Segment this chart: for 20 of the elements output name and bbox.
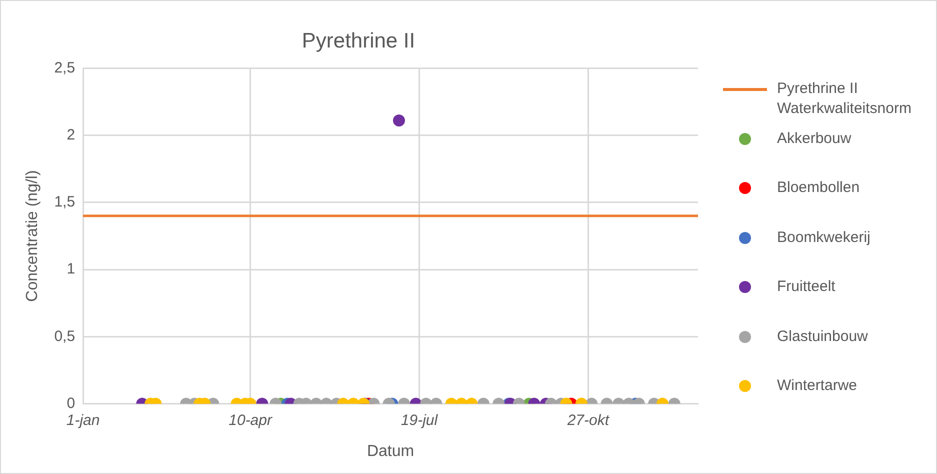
y-tick-label: 2,5 [54, 59, 76, 76]
x-axis-title: Datum [366, 442, 414, 460]
legend-label: Pyrethrine II Waterkwaliteitsnorm [777, 79, 912, 119]
chart-title: Pyrethrine II [302, 29, 416, 52]
y-axis-title: Concentratie (ng/l) [24, 170, 42, 302]
legend-label: Fruitteelt [777, 277, 836, 297]
legend-label: Boomkwekerij [777, 228, 870, 248]
x-tick-label: 19-jul [400, 412, 438, 429]
y-tick-label: 1 [66, 260, 76, 278]
x-tick-label: 1-jan [66, 412, 100, 429]
x-tick-label: 10-apr [228, 412, 273, 429]
y-tick-label: 1,5 [54, 194, 76, 211]
y-tick-label: 2 [66, 126, 76, 144]
legend-label: Wintertarwe [777, 376, 858, 396]
legend-label: Glastuinbouw [777, 326, 868, 346]
y-tick-label: 0,5 [54, 328, 76, 345]
legend-label: Akkerbouw [777, 128, 852, 148]
legend-label: Bloembollen [777, 178, 860, 198]
x-tick-label: 27-okt [566, 412, 610, 429]
y-tick-label: 0 [66, 394, 76, 412]
